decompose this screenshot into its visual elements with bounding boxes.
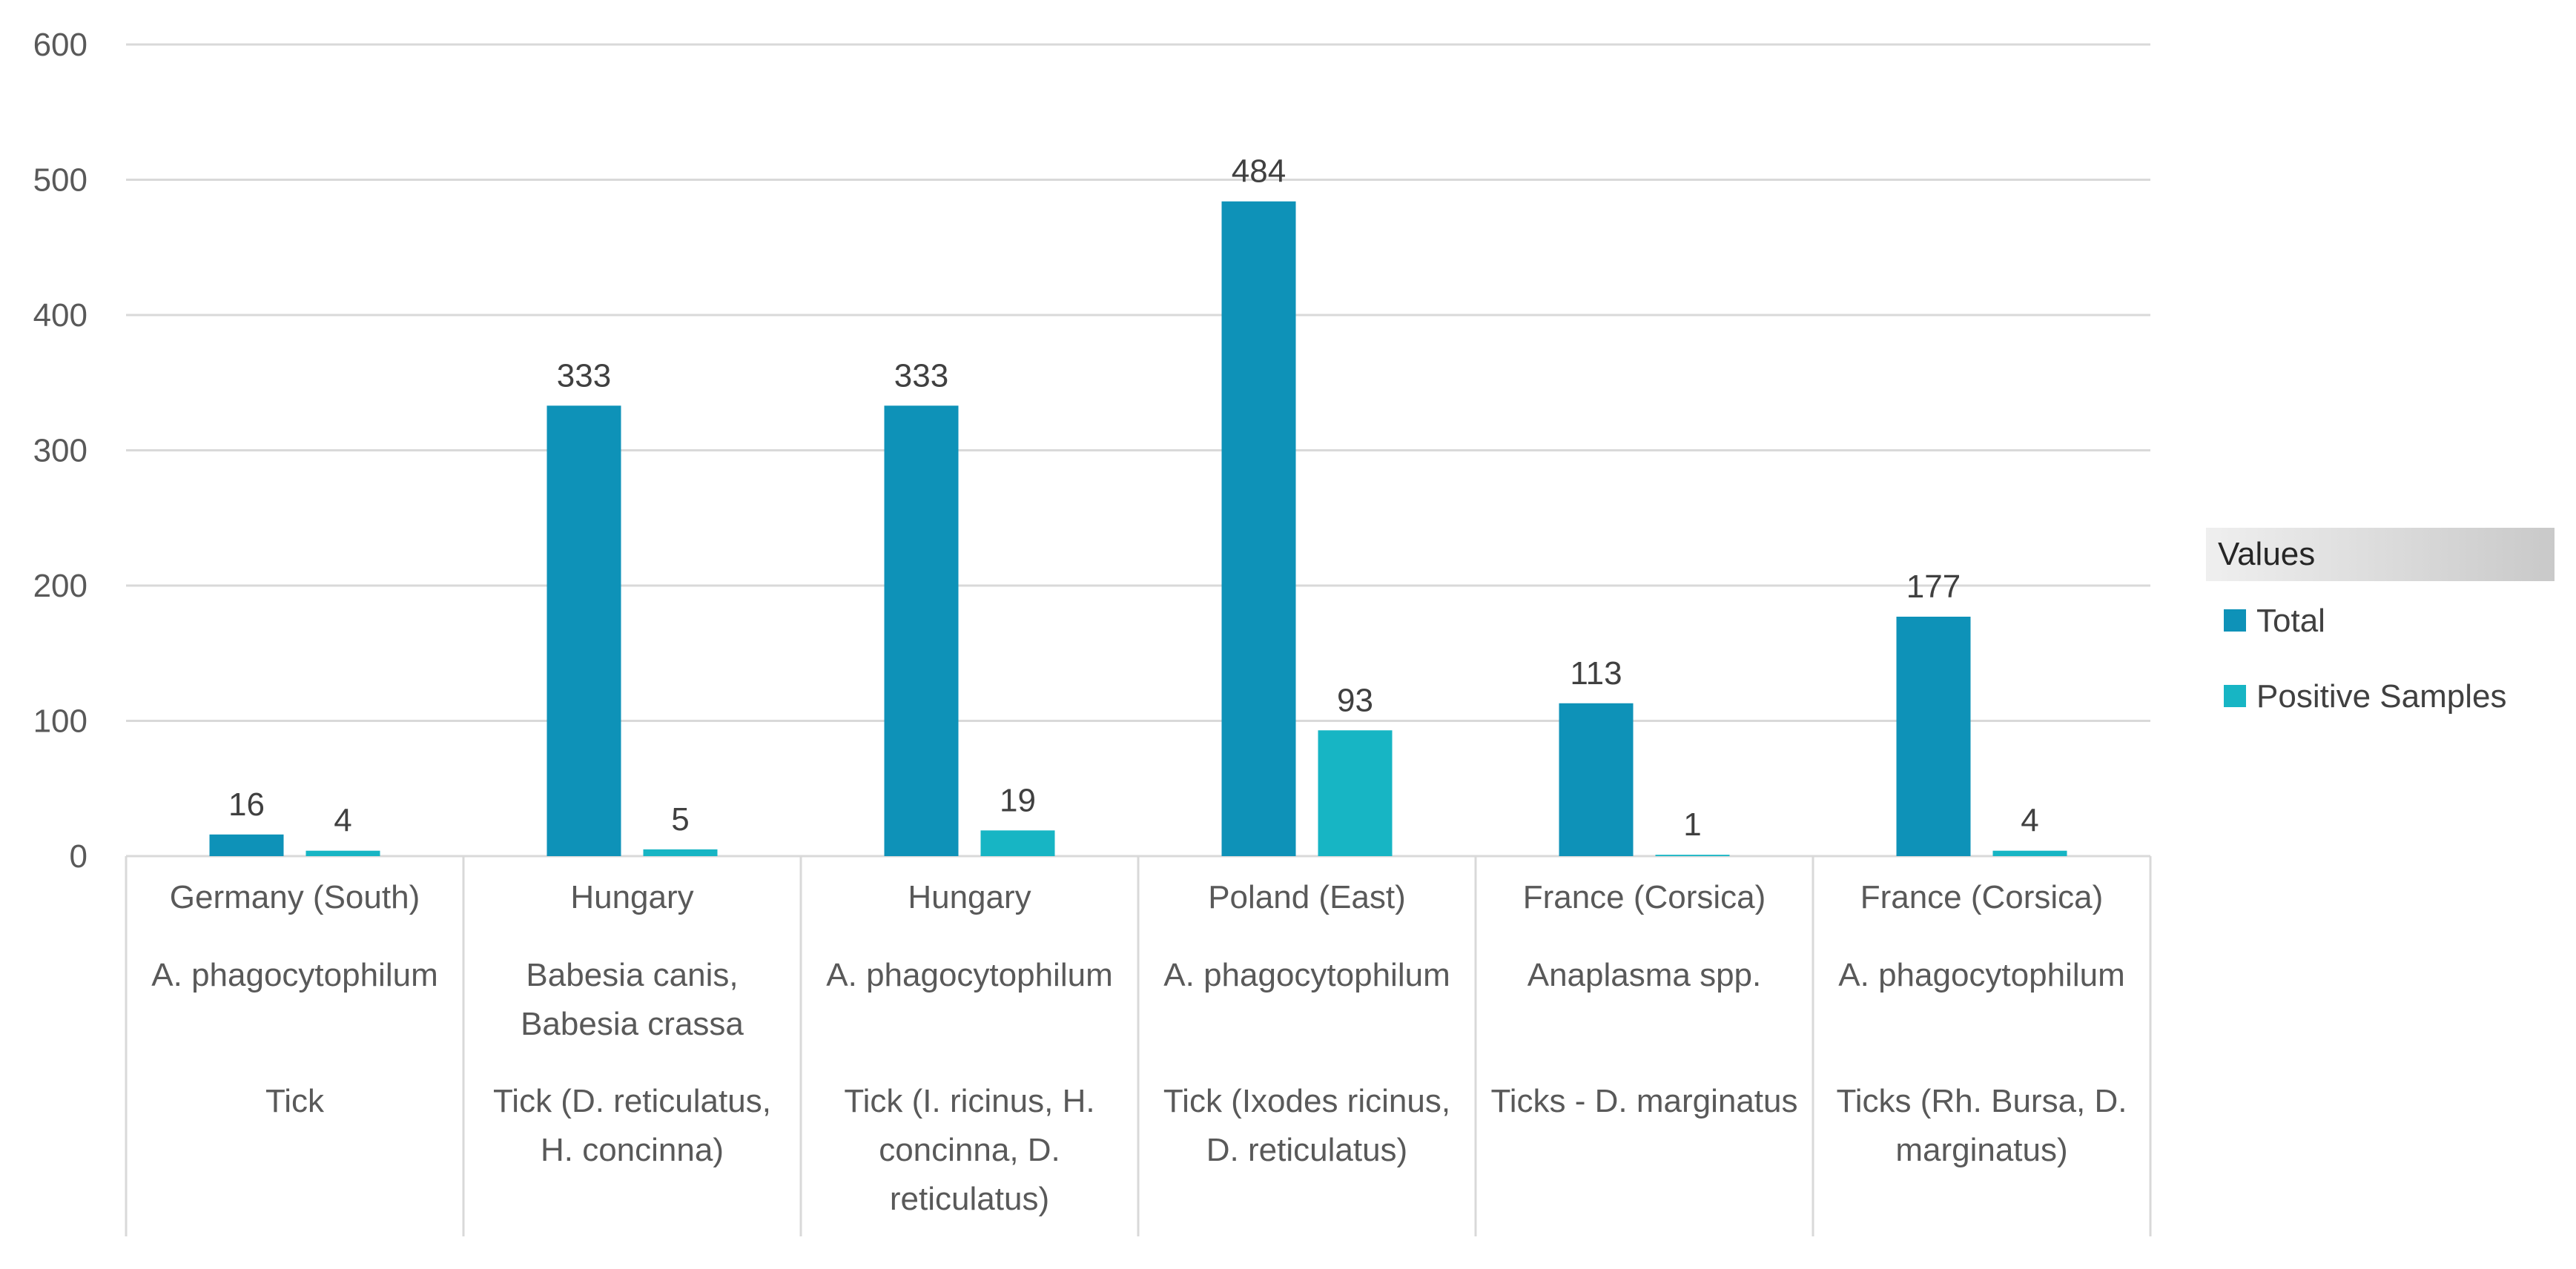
y-axis-tick-labels: 0 100 200 300 400 500 600 — [33, 27, 87, 875]
category-label-pathogen: A. phagocytophilum — [1838, 957, 2124, 993]
category-label-pathogen: A. phagocytophilum — [1163, 957, 1450, 993]
category-label-country: Hungary — [570, 879, 693, 915]
legend-title-box — [2206, 528, 2554, 581]
category-label-country: Poland (East) — [1208, 879, 1406, 915]
data-label: 177 — [1906, 569, 1961, 605]
legend-swatch-positive-samples — [2224, 685, 2246, 707]
legend-swatch-total — [2224, 609, 2246, 632]
y-tick-label: 500 — [33, 162, 87, 199]
bar-positive-samples — [1318, 730, 1393, 856]
category-label-vector: D. reticulatus) — [1206, 1132, 1407, 1168]
data-label: 4 — [334, 803, 351, 839]
y-tick-label: 600 — [33, 27, 87, 63]
data-label: 16 — [228, 786, 265, 823]
category-label-vector: Ticks (Rh. Bursa, D. — [1837, 1083, 2127, 1119]
bar-total — [209, 834, 284, 856]
data-label: 484 — [1232, 153, 1286, 190]
category-label-vector: H. concinna) — [541, 1132, 724, 1168]
category-label-pathogen: A. phagocytophilum — [826, 957, 1112, 993]
bar-positive-samples — [643, 849, 718, 856]
category-label-vector: marginatus) — [1895, 1132, 2067, 1168]
y-tick-label: 100 — [33, 703, 87, 740]
category-axis: Germany (South) A. phagocytophilum Tick Hun… — [125, 856, 2152, 1236]
legend-title: Values — [2218, 536, 2315, 572]
y-tick-label: 0 — [70, 838, 87, 875]
y-tick-label: 400 — [33, 297, 87, 334]
gridlines — [126, 43, 2150, 858]
bar-positive-samples — [980, 830, 1055, 856]
y-tick-label: 200 — [33, 568, 87, 604]
bar-total — [1896, 616, 1971, 856]
category-label-country: Germany (South) — [170, 879, 420, 915]
category-label-pathogen: A. phagocytophilum — [151, 957, 437, 993]
data-label: 5 — [671, 801, 689, 838]
legend: Values Total Positive Samples — [2206, 528, 2554, 715]
category-label-vector: Tick — [265, 1083, 325, 1119]
data-label: 333 — [557, 357, 611, 394]
data-labels: 16 4 333 5 333 19 484 93 113 1 177 4 — [228, 153, 2039, 843]
category-label-pathogen: Anaplasma spp. — [1528, 957, 1762, 993]
category-label-country: France (Corsica) — [1523, 879, 1766, 915]
category-label-vector: Tick (Ixodes ricinus, — [1163, 1083, 1450, 1119]
legend-label-total: Total — [2256, 603, 2325, 639]
data-label: 19 — [1000, 782, 1036, 818]
category-label-vector: Tick (D. reticulatus, — [493, 1083, 771, 1119]
category-label-vector: concinna, D. — [879, 1132, 1060, 1168]
bars — [209, 201, 2067, 856]
legend-label-positive-samples: Positive Samples — [2256, 678, 2506, 715]
data-label: 333 — [894, 357, 948, 394]
data-label: 93 — [1337, 682, 1373, 718]
category-label-country: France (Corsica) — [1860, 879, 2104, 915]
category-label-pathogen: Babesia canis, — [526, 957, 738, 993]
category-label-country: Hungary — [908, 879, 1031, 915]
y-tick-label: 300 — [33, 433, 87, 469]
category-label-vector: reticulatus) — [890, 1181, 1049, 1217]
data-label: 1 — [1683, 806, 1701, 843]
bar-total — [1221, 201, 1296, 856]
bar-positive-samples — [1655, 855, 1730, 856]
data-label: 4 — [2021, 803, 2038, 839]
category-label-pathogen: Babesia crassa — [521, 1006, 744, 1042]
bar-total — [546, 405, 621, 856]
bar-positive-samples — [1992, 850, 2067, 856]
bar-total — [1559, 703, 1634, 856]
category-label-vector: Ticks - D. marginatus — [1490, 1083, 1797, 1119]
category-label-vector: Tick (I. ricinus, H. — [844, 1083, 1094, 1119]
bar-positive-samples — [306, 850, 380, 856]
data-label: 113 — [1570, 655, 1622, 692]
bar-total — [884, 405, 959, 856]
